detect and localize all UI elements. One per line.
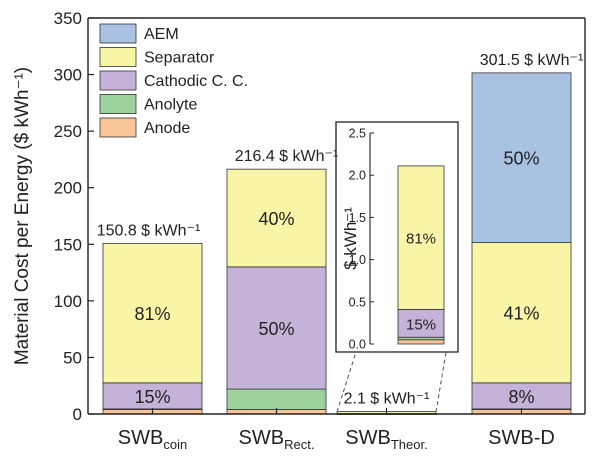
- category-base: SWB: [118, 427, 164, 449]
- legend-label: Anolyte: [144, 97, 197, 114]
- bar-segment-separator: [471, 242, 572, 384]
- inset-y-tick-label: 1.0: [349, 253, 366, 267]
- inset-y-tick-label: 2.0: [349, 169, 366, 183]
- bar-segment-anolyte: [226, 388, 327, 410]
- bar-segment-aem: [471, 72, 572, 243]
- inset-chart: 0.0 0.5 1.0 1.5 2.0 2.5 $ kWh⁻¹ 81% 15%: [335, 121, 459, 413]
- category-base: SWB: [345, 427, 391, 449]
- total-label: 301.5 $ kWh⁻¹: [480, 52, 584, 69]
- segment-percent-label: 40%: [258, 209, 294, 229]
- bar-segment-cathodic-c-c: [102, 382, 203, 410]
- x-tick-label: SWB-D: [488, 427, 555, 449]
- total-label: 150.8 $ kWh⁻¹: [97, 222, 201, 239]
- bar-segment-cathodic-c-c: [471, 382, 572, 410]
- labels-layer: 150.8 $ kWh⁻¹ 216.4 $ kWh⁻¹ 2.1 $ kWh⁻¹ 301…: [97, 52, 584, 408]
- category-base: SWB: [239, 427, 285, 449]
- inset-segment-percent-label: 81%: [406, 231, 436, 248]
- total-label: 216.4 $ kWh⁻¹: [235, 148, 339, 165]
- y-tick-label: 200: [54, 179, 82, 198]
- segment-percent-label: 50%: [258, 319, 294, 339]
- y-tick-label: 100: [54, 292, 82, 311]
- axes: 0 50 100 150 200 250 300 350 Material Cost per E…: [12, 9, 586, 452]
- inset-connector-left: [336, 351, 357, 413]
- segment-percent-label: 8%: [508, 387, 534, 407]
- inset-segment-percent-label: 15%: [406, 316, 436, 333]
- category-base: SWB-D: [488, 427, 555, 449]
- segment-percent-label: 15%: [134, 387, 170, 407]
- legend-swatch-cathodic-c-c: [99, 70, 137, 91]
- category-subscript: Rect.: [284, 437, 314, 452]
- category-subscript: coin: [163, 437, 187, 452]
- legend-swatch-aem: [99, 23, 137, 44]
- segment-percent-label: 41%: [503, 304, 539, 324]
- inset-bar-segment-cathodic-c-c: [397, 308, 445, 338]
- bar-segment-separator: [226, 168, 327, 268]
- legend-label: AEM: [144, 26, 179, 43]
- y-tick-label: 150: [54, 235, 82, 254]
- x-tick-label: SWBTheor.: [345, 427, 427, 452]
- legend-swatch-anolyte: [99, 94, 137, 114]
- x-tick-label: SWBRect.: [239, 427, 315, 452]
- y-tick-label: 350: [54, 9, 82, 28]
- y-tick-label: 300: [54, 66, 82, 85]
- legend-label: Cathodic C. C.: [144, 73, 248, 90]
- bar-segment-separator: [102, 242, 203, 384]
- inset-bar-segment-anode: [397, 339, 445, 345]
- total-label: 2.1 $ kWh⁻¹: [344, 391, 430, 408]
- y-tick-label: 250: [54, 122, 82, 141]
- legend: AEM Separator Cathodic C. C. Anolyte Anode: [99, 23, 248, 138]
- y-tick-label: 0: [73, 405, 82, 424]
- legend-label: Separator: [144, 50, 215, 67]
- legend-label: Anode: [144, 120, 190, 137]
- bar-layer: [102, 72, 572, 415]
- y-axis-label: Material Cost per Energy ($ kWh⁻¹): [12, 67, 33, 365]
- legend-swatch-anode: [99, 117, 137, 138]
- inset-bar-segment-separator: [397, 165, 445, 310]
- y-tick-label: 50: [63, 348, 82, 367]
- legend-swatch-separator: [99, 47, 137, 67]
- x-tick-label: SWBcoin: [118, 427, 187, 452]
- inset-y-tick-label: 0.0: [349, 338, 366, 352]
- inset-y-tick-label: 1.5: [349, 211, 366, 225]
- inset-y-tick-label: 2.5: [349, 127, 366, 141]
- category-subscript: Theor.: [391, 437, 428, 452]
- segment-percent-label: 50%: [503, 149, 539, 169]
- segment-percent-label: 81%: [134, 304, 170, 324]
- inset-y-tick-label: 0.5: [349, 295, 366, 309]
- inset-y-axis-label: $ kWh⁻¹: [341, 207, 360, 270]
- inset-connector-right: [435, 351, 447, 413]
- bar-segment-cathodic-c-c: [226, 266, 327, 390]
